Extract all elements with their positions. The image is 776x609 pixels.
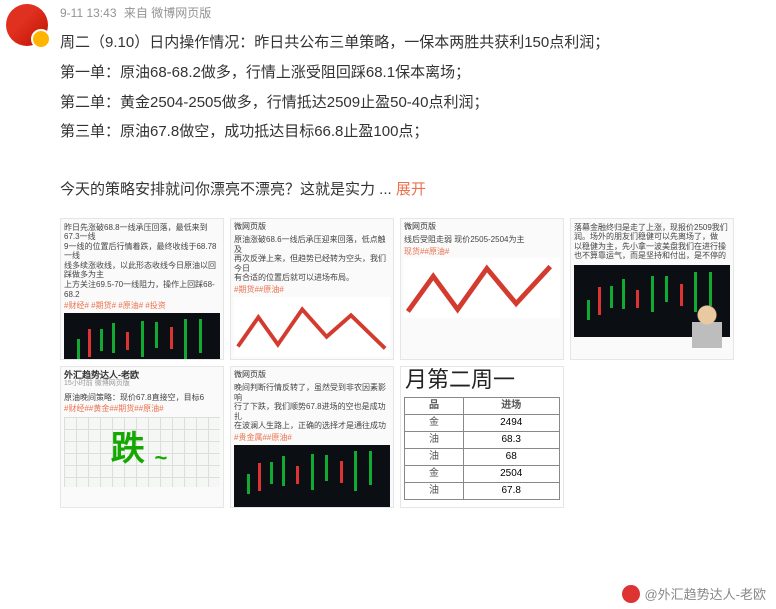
gallery-thumb[interactable]: 微网页版 原油涨破68.6一线后承压迎来回落，低点触及 再次反弹上来，但趋势已经… xyxy=(230,218,394,360)
source-prefix: 来自 xyxy=(124,6,148,20)
thumb-header: 微网页版 xyxy=(231,219,393,232)
drop-chart-icon: 跌 ~ xyxy=(64,417,220,487)
post-meta: 9-11 13:43 来自 微博网页版 xyxy=(60,0,766,29)
gallery-thumb[interactable]: 外汇趋势达人-老欧 15小时前 微博网页版 原油晚间策略：现价67.8直接空，目… xyxy=(60,366,224,508)
drop-char: 跌 xyxy=(111,429,145,470)
wave-char: ~ xyxy=(154,445,167,471)
gallery-thumb[interactable]: 昨日先涨破68.8一线承压回落，最低来到67.3一线 9一线的位置后行情着跌，最… xyxy=(60,218,224,360)
thumb-tags: 现货##原油# xyxy=(401,247,563,257)
gallery-thumb[interactable]: 微网页版 线后受阻走弱 现价2505-2504为主 现货##原油# xyxy=(400,218,564,360)
gallery-thumb[interactable]: 微网页版 晚间判断行情反转了，虽然受到非农因素影响 行了下跌，我们顺势67.8进… xyxy=(230,366,394,508)
thumb-subtime: 15小时前 微博网页版 xyxy=(61,380,223,388)
table-row: 金2504 xyxy=(405,465,560,482)
thumb-text: 落幕金融终归是走了上涨，现报价2509我们 润。场外的朋友们稳健可以先离场了，做… xyxy=(571,219,733,263)
table-row: 油67.8 xyxy=(405,482,560,499)
content-column: 9-11 13:43 来自 微博网页版 周二（9.10）日内操作情况：昨日共公布… xyxy=(60,0,766,508)
post-source[interactable]: 微博网页版 xyxy=(151,6,211,20)
thumb-text: 原油晚间策略：现价67.8直接空，目标6 xyxy=(61,389,223,405)
expand-link[interactable]: 展开 xyxy=(396,181,426,198)
table-row: 油68 xyxy=(405,448,560,465)
thumb-header: 微网页版 xyxy=(401,219,563,232)
thumb-tags: #财经##黄金##期货##原油# xyxy=(61,404,223,414)
thumb-text: 昨日先涨破68.8一线承压回落，最低来到67.3一线 9一线的位置后行情着跌，最… xyxy=(61,219,223,302)
weibo-watermark: @外汇趋势达人-老欧 xyxy=(622,584,766,603)
table-row: 金2494 xyxy=(405,414,560,431)
user-avatar[interactable] xyxy=(6,4,48,46)
trade-table: 品 进场 金2494 油68.3 油68 金2504 油67.8 xyxy=(404,397,560,500)
thumb-title: 月第二周一 xyxy=(401,367,563,393)
person-money-icon xyxy=(683,301,731,357)
thumb-header: 微网页版 xyxy=(231,367,393,380)
gallery-thumb[interactable]: 落幕金融终归是走了上涨，现报价2509我们 润。场外的朋友们稳健可以先离场了，做… xyxy=(570,218,734,360)
candlestick-chart-icon xyxy=(234,445,390,508)
body-line: 周二（9.10）日内操作情况：昨日共公布三单策略，一保本两胜共获利150点利润； xyxy=(60,29,746,57)
body-line: 第一单：原油68-68.2做多，行情上涨受阻回踩68.1保本离场； xyxy=(60,59,746,87)
body-line: 第二单：黄金2504-2505做多，行情抵达2509止盈50-40点利润； xyxy=(60,89,746,117)
watermark-text: @外汇趋势达人-老欧 xyxy=(644,584,766,603)
body-tail: 今天的策略安排就问你漂亮不漂亮？这就是实力 ... xyxy=(60,181,392,198)
thumb-tags: #贵金属##原油# xyxy=(231,433,393,443)
thumb-author: 外汇趋势达人-老欧 xyxy=(61,367,223,381)
candlestick-chart-icon xyxy=(64,313,220,360)
post-body: 周二（9.10）日内操作情况：昨日共公布三单策略，一保本两胜共获利150点利润；… xyxy=(60,29,766,204)
avatar-column xyxy=(0,0,60,508)
image-gallery: 昨日先涨破68.8一线承压回落，最低来到67.3一线 9一线的位置后行情着跌，最… xyxy=(60,218,766,508)
body-tail-line: 今天的策略安排就问你漂亮不漂亮？这就是实力 ... 展开 xyxy=(60,176,746,204)
weibo-post: 9-11 13:43 来自 微博网页版 周二（9.10）日内操作情况：昨日共公布… xyxy=(0,0,776,508)
thumb-text: 线后受阻走弱 现价2505-2504为主 xyxy=(401,231,563,247)
thumb-tags: #期货##原油# xyxy=(231,285,393,295)
table-row: 油68.3 xyxy=(405,431,560,448)
thumb-text: 原油涨破68.6一线后承压迎来回落，低点触及 再次反弹上来，但趋势已经转为空头，… xyxy=(231,231,393,285)
line-chart-icon xyxy=(234,297,390,357)
table-header: 进场 xyxy=(463,397,559,414)
post-time: 9-11 13:43 xyxy=(60,6,117,20)
table-header: 品 xyxy=(405,397,463,414)
line-chart-icon xyxy=(404,258,560,318)
thumb-text: 晚间判断行情反转了，虽然受到非农因素影响 行了下跌，我们顺势67.8进场的空也是… xyxy=(231,379,393,433)
gallery-thumb[interactable]: 月第二周一 品 进场 金2494 油68.3 油68 金2504 油67.8 xyxy=(400,366,564,508)
body-line: 第三单：原油67.8做空，成功抵达目标66.8止盈100点； xyxy=(60,118,746,146)
weibo-logo-icon xyxy=(622,585,640,603)
thumb-tags: #财经# #期货# #原油# #投资 xyxy=(61,301,223,311)
